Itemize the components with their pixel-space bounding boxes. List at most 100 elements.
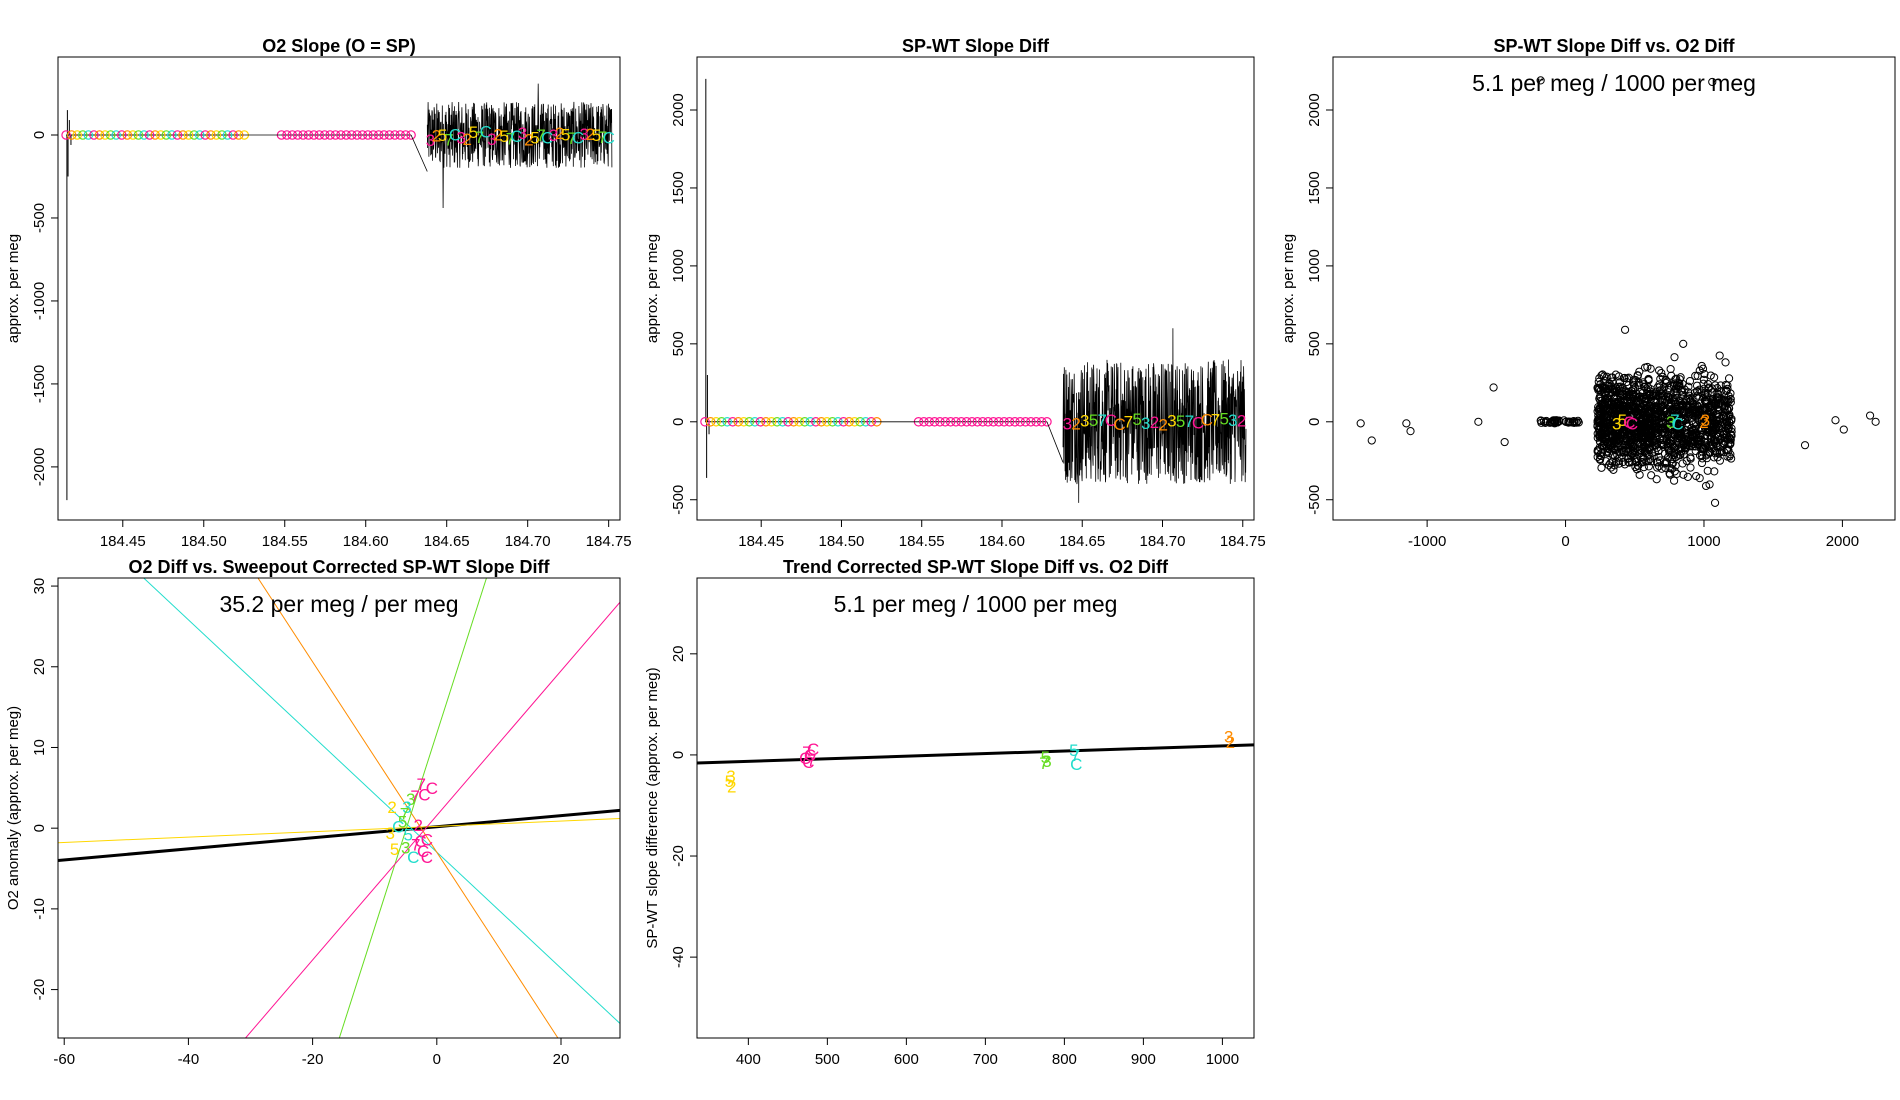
p3-point bbox=[1663, 410, 1672, 419]
p4-y-tick-label: 20 bbox=[31, 658, 48, 675]
p4-point-label: 3 bbox=[402, 798, 411, 817]
p3-point bbox=[1721, 386, 1731, 395]
p3-point bbox=[1684, 388, 1693, 397]
p4-annotation: 35.2 per meg / per meg bbox=[219, 591, 458, 617]
p2-point bbox=[811, 416, 821, 427]
p2-point bbox=[855, 416, 865, 427]
p2-point bbox=[750, 416, 760, 427]
p5-point-label: 7 bbox=[1039, 754, 1048, 773]
p4-fit-line-cyan bbox=[143, 578, 620, 1024]
p1-point bbox=[183, 130, 194, 140]
p1-point bbox=[111, 130, 122, 140]
p1-point bbox=[233, 130, 244, 140]
p3-point bbox=[1711, 423, 1720, 432]
p2-point bbox=[866, 416, 877, 427]
p3-point bbox=[1680, 408, 1689, 417]
p2-point-label: 3 bbox=[1080, 411, 1089, 430]
p1-y-tick-label: -1500 bbox=[31, 365, 48, 403]
p3-point bbox=[1572, 418, 1581, 427]
p2-point bbox=[940, 416, 951, 427]
p1-point-label: 2 bbox=[524, 131, 533, 150]
p3-point bbox=[1651, 391, 1660, 400]
p3-point bbox=[1701, 438, 1711, 448]
p5-point-label: 5 bbox=[1069, 741, 1078, 760]
p1-point bbox=[400, 130, 411, 140]
p1-point-label: C bbox=[449, 126, 461, 145]
p5-y-label: SP-WT slope difference (approx. per meg) bbox=[644, 667, 661, 948]
p3-point bbox=[1620, 325, 1630, 334]
p3-x-tick-label: 2000 bbox=[1826, 533, 1859, 550]
p5-point-label: 7 bbox=[807, 751, 816, 770]
p1-x-tick-label: 184.55 bbox=[262, 533, 308, 550]
p4-fit-line-green bbox=[338, 578, 487, 1038]
p4-title: O2 Diff vs. Sweepout Corrected SP-WT Slo… bbox=[128, 557, 550, 577]
p3-point bbox=[1708, 77, 1717, 87]
p2-point-label: 3 bbox=[1063, 414, 1072, 433]
p3-y-tick-label: 500 bbox=[1306, 331, 1323, 356]
p3-point bbox=[1641, 396, 1650, 405]
p1-point bbox=[133, 130, 144, 140]
p3-point bbox=[1715, 448, 1724, 458]
p3-point bbox=[1693, 386, 1702, 396]
p3-point bbox=[1714, 412, 1724, 421]
p3-point bbox=[1711, 447, 1720, 456]
p4-x-tick-label: -20 bbox=[302, 1051, 324, 1068]
p3-point bbox=[1615, 378, 1625, 387]
p3-point bbox=[1615, 425, 1625, 435]
p3-point bbox=[1686, 463, 1695, 472]
p3-y-tick-label: 1000 bbox=[1306, 249, 1323, 282]
p3-point bbox=[1664, 428, 1673, 437]
p5-point-label: 3 bbox=[1042, 752, 1051, 771]
p4-point-label: C bbox=[418, 785, 430, 804]
p1-point-label: C bbox=[541, 128, 553, 147]
p3-point bbox=[1684, 382, 1693, 391]
p3-point bbox=[1632, 429, 1641, 438]
p3-point bbox=[1671, 375, 1680, 384]
p1-point bbox=[395, 130, 406, 140]
p3-point bbox=[1607, 373, 1616, 382]
p3-point bbox=[1573, 416, 1583, 425]
p3-point bbox=[1672, 387, 1681, 396]
p3-point bbox=[1554, 416, 1564, 425]
p1-point bbox=[61, 130, 71, 140]
p3-point bbox=[1597, 463, 1606, 472]
p2-point bbox=[967, 416, 977, 427]
p2-point bbox=[722, 416, 732, 427]
p2-point bbox=[705, 416, 716, 427]
p1-point bbox=[155, 130, 166, 140]
p3-point bbox=[1536, 416, 1545, 425]
p1-point-label: 5 bbox=[561, 126, 570, 145]
p3-point bbox=[1642, 384, 1651, 393]
p3-point bbox=[1723, 424, 1732, 433]
p1-point-label: 3 bbox=[518, 124, 527, 143]
p3-point bbox=[1619, 445, 1628, 455]
p3-point-label: 7 bbox=[1670, 411, 1679, 430]
p3-point bbox=[1406, 427, 1415, 436]
p2-x-tick-label: 184.55 bbox=[899, 533, 945, 550]
p3-point bbox=[1689, 406, 1698, 415]
p1-point-label: 5 bbox=[499, 127, 508, 146]
p3-point bbox=[1661, 463, 1670, 473]
p3-point bbox=[1666, 364, 1675, 374]
p2-x-tick-label: 184.75 bbox=[1220, 533, 1266, 550]
p3-point bbox=[1721, 380, 1730, 390]
p4-point-label: 7 bbox=[411, 835, 420, 854]
p3-point bbox=[1624, 373, 1633, 382]
p2-point bbox=[1004, 416, 1015, 427]
p2-point bbox=[951, 416, 961, 427]
p3-point bbox=[1621, 440, 1630, 449]
p1-point-label: 7 bbox=[506, 129, 515, 148]
p2-point bbox=[983, 416, 993, 427]
p2-x-tick-label: 184.50 bbox=[819, 533, 865, 550]
p3-point bbox=[1356, 419, 1365, 428]
p2-point bbox=[788, 416, 799, 427]
p3-point bbox=[1595, 403, 1604, 413]
p3-point bbox=[1712, 436, 1721, 445]
p2-point-label: 5 bbox=[1089, 411, 1098, 430]
p3-point bbox=[1712, 410, 1721, 419]
p2-point bbox=[977, 416, 988, 427]
p4-point-label: 7 bbox=[410, 787, 419, 806]
